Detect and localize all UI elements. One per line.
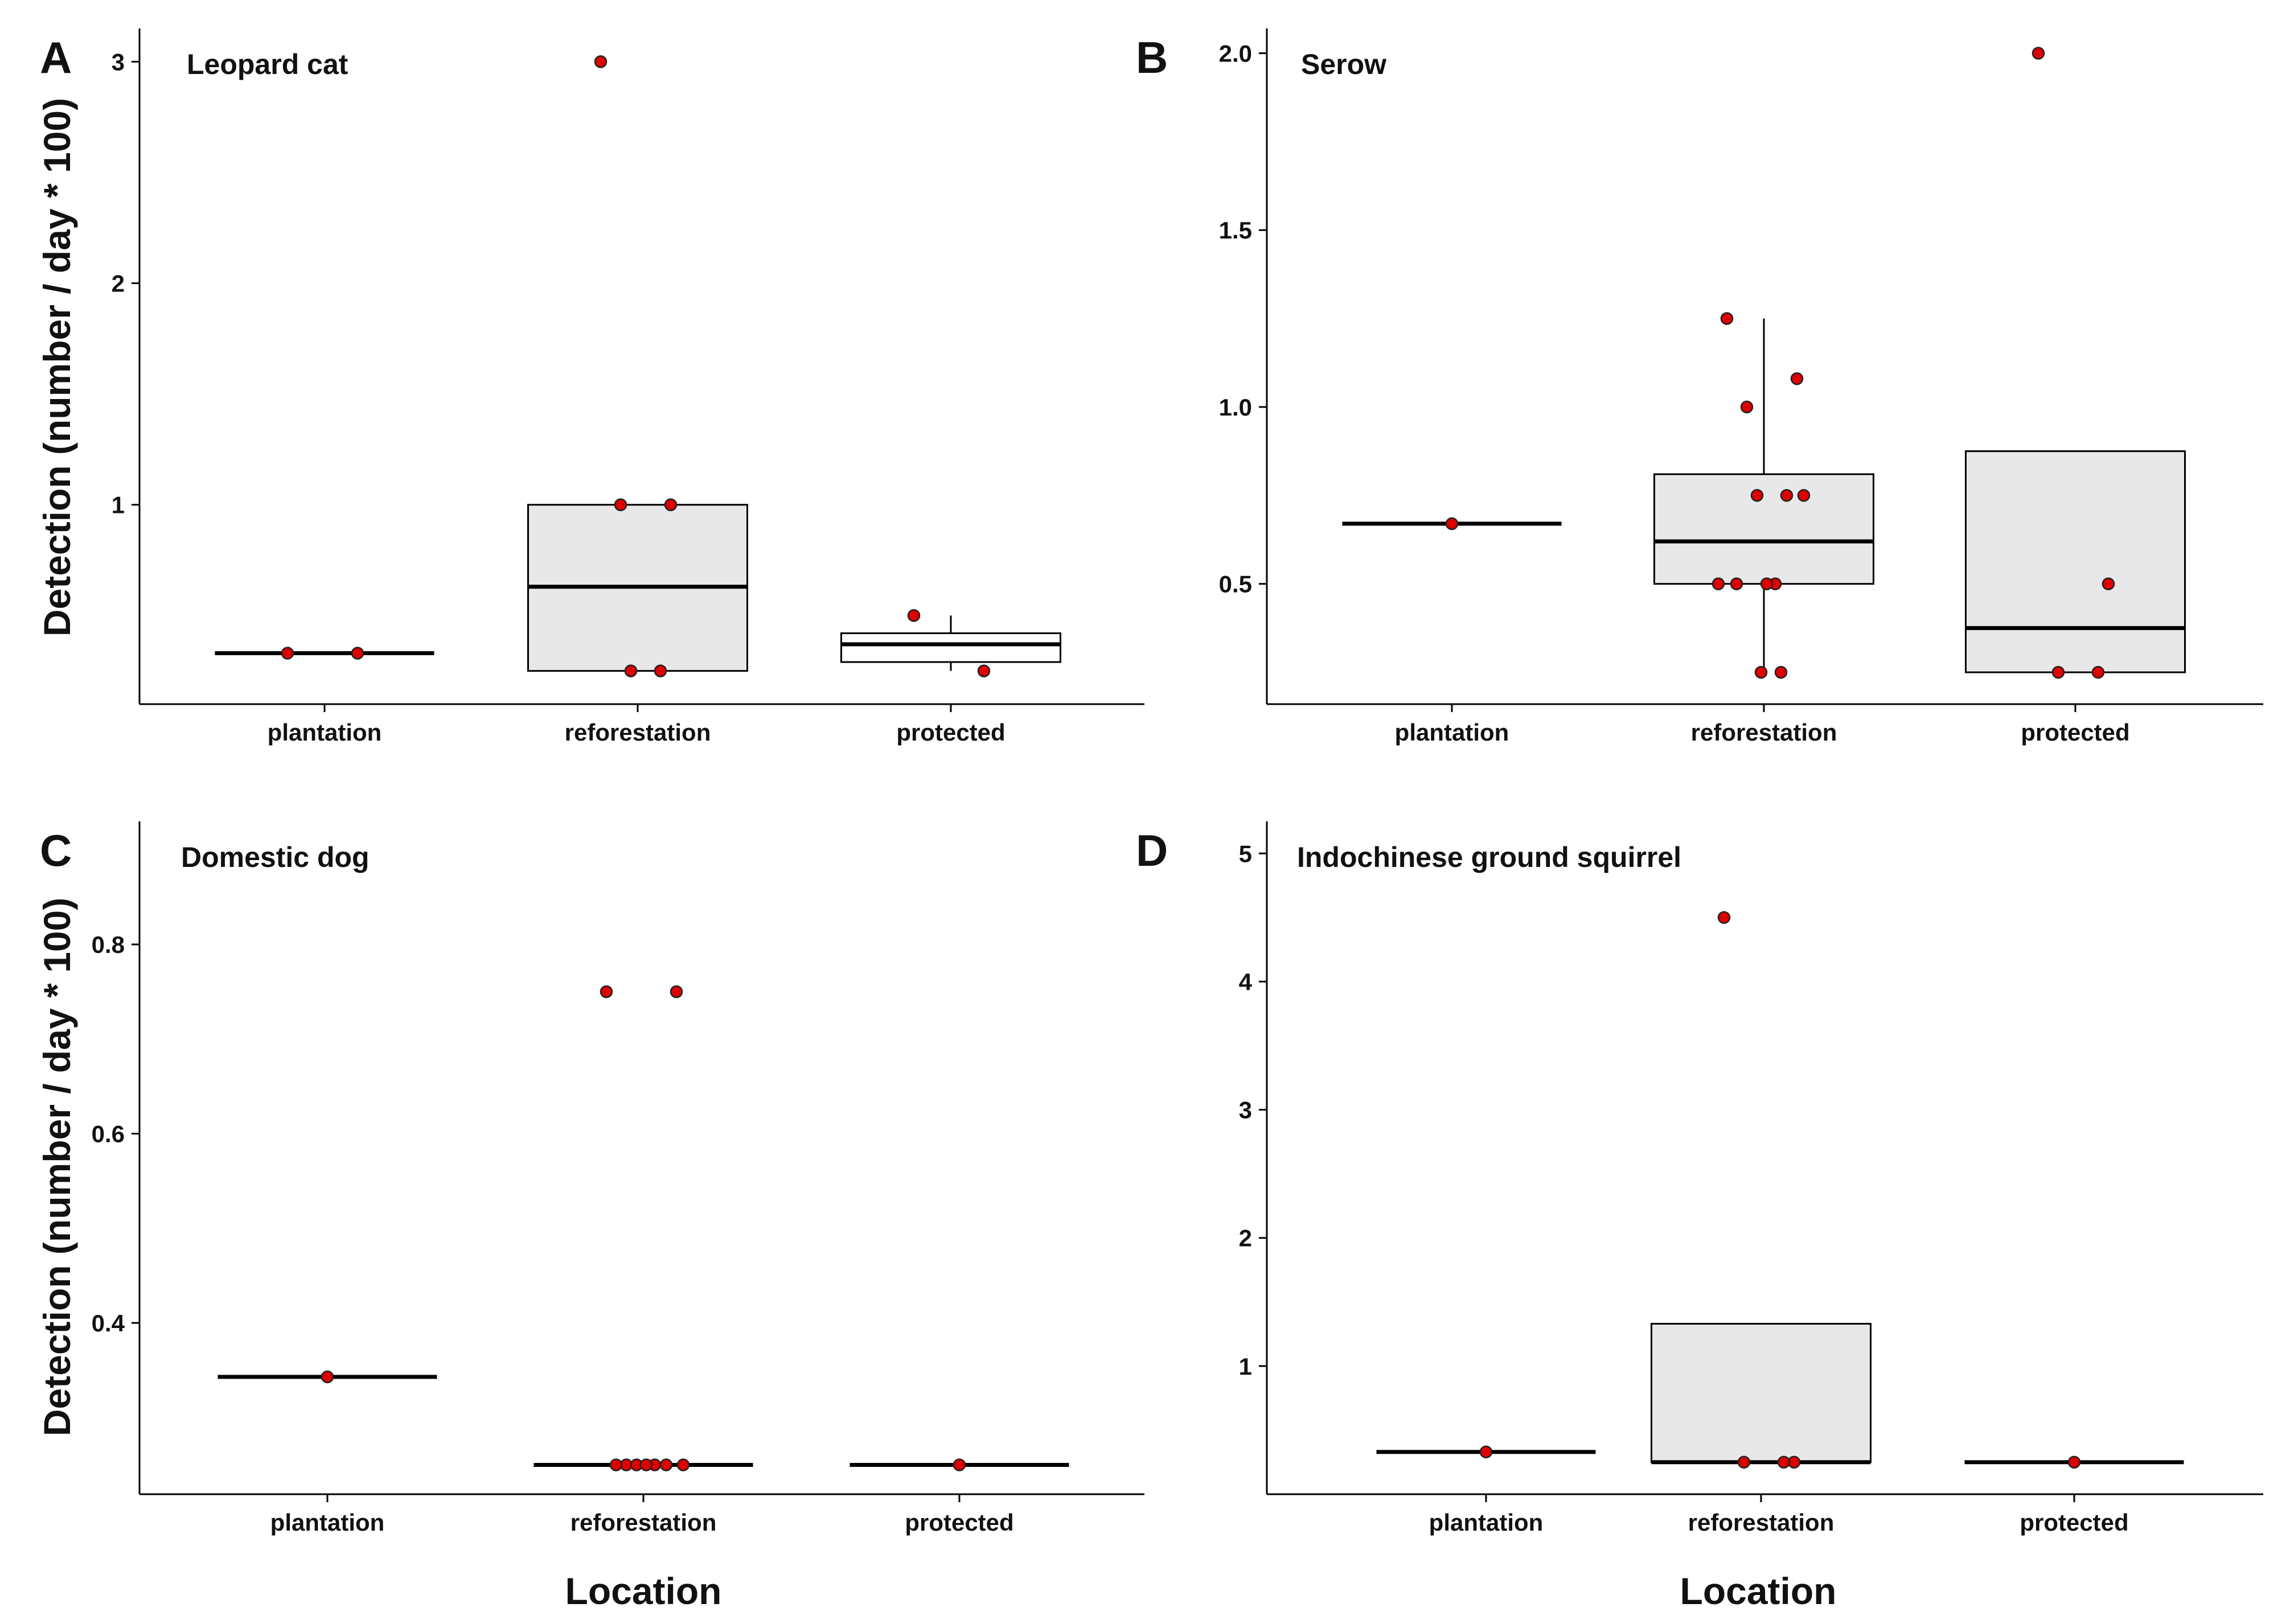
data-point [670, 985, 683, 998]
data-point [639, 1458, 653, 1471]
data-point [1712, 577, 1725, 590]
data-point [1760, 577, 1774, 590]
box-iqr [1653, 473, 1874, 585]
data-point [1717, 911, 1731, 924]
data-point [953, 1458, 966, 1471]
data-point [676, 1458, 690, 1471]
x-tick-label: plantation [1429, 1509, 1544, 1536]
data-point [977, 664, 991, 677]
data-point [1445, 517, 1459, 531]
x-tick-label: plantation [268, 719, 382, 746]
x-tick-label: plantation [1395, 719, 1509, 746]
panel-title: Leopard cat [187, 48, 348, 80]
data-point [659, 1458, 673, 1471]
data-point [2067, 1456, 2081, 1469]
y-tick-label: 1.0 [1219, 394, 1252, 421]
data-point [907, 609, 921, 622]
y-axis-title-bottom: Detection (number / day * 100) [36, 898, 78, 1436]
panel-letter: C [40, 825, 72, 875]
y-tick-label: 0.6 [92, 1121, 125, 1148]
box-iqr [1965, 450, 2186, 673]
panel-letter: A [40, 32, 72, 83]
box-protected [840, 615, 1061, 671]
x-tick-label: reforestation [571, 1509, 717, 1536]
data-point [321, 1370, 334, 1384]
box-iqr [840, 632, 1061, 663]
data-point [1740, 400, 1754, 414]
box-reforestation [527, 504, 748, 672]
data-point [1780, 489, 1793, 502]
x-tick-label: reforestation [565, 719, 711, 746]
box-reforestation [1653, 318, 1874, 673]
y-tick-label: 1 [1239, 1353, 1252, 1380]
data-point [1754, 665, 1768, 679]
data-point [1750, 489, 1764, 502]
x-axis-title-right: Location [1680, 1570, 1837, 1612]
data-point [1777, 1456, 1791, 1469]
data-point [614, 498, 627, 511]
data-point [1774, 665, 1788, 679]
data-point [351, 647, 364, 660]
data-point [654, 664, 667, 677]
data-point [1797, 489, 1811, 502]
panel-title: Indochinese ground squirrel [1297, 841, 1681, 873]
x-tick-label: protected [2021, 719, 2129, 746]
x-tick-label: reforestation [1691, 719, 1837, 746]
x-axis-title-left: Location [565, 1570, 722, 1612]
y-tick-label: 5 [1239, 840, 1252, 867]
y-tick-label: 0.4 [92, 1310, 125, 1337]
data-point [2091, 665, 2105, 679]
y-tick-label: 1 [112, 492, 125, 519]
data-point [2102, 577, 2115, 590]
y-tick-label: 2 [1239, 1225, 1252, 1252]
panel-letter: B [1136, 32, 1168, 83]
panels-group: A Leopard cat 1 2 3 plantation reforestation pr… [40, 28, 2263, 1536]
data-point [624, 664, 638, 677]
panel-B: B Serow 0.5 1.0 1.5 2.0 plantation reforestatio… [1136, 28, 2263, 746]
y-tick-label: 3 [1239, 1097, 1252, 1124]
y-tick-label: 3 [112, 48, 125, 75]
panel-C: C Domestic dog 0.4 0.6 0.8 plantation reforest… [40, 821, 1144, 1536]
x-tick-label: protected [2020, 1509, 2128, 1536]
data-point [609, 1458, 623, 1471]
data-point [1790, 372, 1804, 385]
box-iqr [1651, 1323, 1872, 1463]
panel-A: A Leopard cat 1 2 3 plantation reforestation pr… [40, 28, 1144, 746]
box-protected [1965, 450, 2186, 673]
x-tick-label: protected [896, 719, 1005, 746]
data-point [1730, 577, 1743, 590]
y-tick-label: 0.8 [92, 931, 125, 958]
y-tick-label: 4 [1239, 968, 1253, 995]
panel-title: Domestic dog [181, 841, 370, 873]
y-tick-label: 0.5 [1219, 571, 1252, 598]
data-point [1737, 1456, 1751, 1469]
data-point [281, 647, 294, 660]
x-tick-label: plantation [270, 1509, 385, 1536]
y-tick-label: 2 [112, 270, 125, 297]
panel-letter: D [1136, 825, 1168, 875]
data-point [664, 498, 678, 511]
data-point [1720, 312, 1734, 325]
data-point [594, 55, 608, 68]
panel-title: Serow [1301, 48, 1386, 80]
y-tick-label: 1.5 [1219, 217, 1252, 244]
panel-D: D Indochinese ground squirrel 1 2 3 4 5 plantat… [1136, 821, 2263, 1536]
data-point [2031, 47, 2045, 60]
box-reforestation [1651, 1323, 1872, 1465]
y-axis-title-top: Detection (number / day * 100) [36, 98, 78, 636]
data-point [1479, 1445, 1493, 1458]
data-point [2051, 665, 2065, 679]
y-tick-label: 2.0 [1219, 40, 1252, 67]
x-tick-label: reforestation [1688, 1509, 1834, 1536]
x-tick-label: protected [905, 1509, 1013, 1536]
data-point [600, 985, 613, 998]
